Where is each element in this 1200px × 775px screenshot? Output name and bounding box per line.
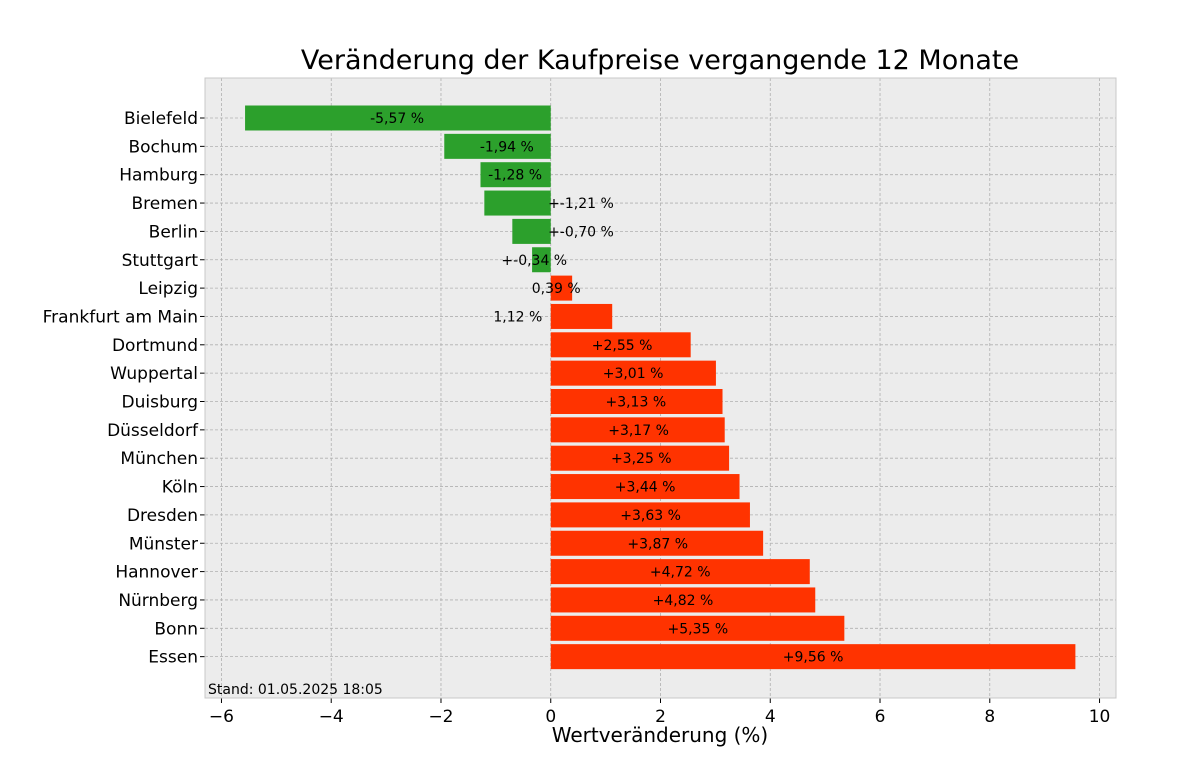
- category-label: Bonn: [154, 619, 198, 639]
- data-label: 0,39 %: [532, 281, 581, 297]
- category-label: Bochum: [128, 137, 198, 157]
- category-label: Düsseldorf: [107, 421, 199, 441]
- bar-münchen: [550, 445, 730, 471]
- x-tick-label: 8: [984, 707, 995, 727]
- category-label: München: [120, 449, 198, 469]
- category-label: Duisburg: [122, 393, 199, 413]
- x-axis-label: Wertveränderung (%): [552, 723, 769, 747]
- bar-hamburg: [480, 162, 551, 188]
- category-label: Leipzig: [138, 279, 198, 299]
- category-label: Frankfurt am Main: [43, 307, 198, 327]
- data-label: -1,28 %: [488, 168, 542, 184]
- data-label: +3,44 %: [615, 480, 676, 496]
- category-label: Hamburg: [119, 166, 198, 186]
- x-tick-label: 10: [1089, 707, 1111, 727]
- data-label: +3,25 %: [611, 451, 672, 467]
- category-label: Bielefeld: [124, 109, 198, 129]
- bar-duisburg: [550, 389, 723, 414]
- data-label: +3,63 %: [620, 508, 681, 524]
- category-label: Dortmund: [112, 336, 198, 356]
- data-label: +3,17 %: [608, 423, 669, 439]
- x-tick-label: −6: [209, 707, 234, 727]
- x-tick-label: −4: [319, 707, 344, 727]
- data-label: +-1,21 %: [548, 196, 614, 212]
- category-label: Stuttgart: [122, 251, 199, 271]
- category-label: Bremen: [131, 194, 198, 214]
- data-label: 1,12 %: [493, 309, 542, 325]
- x-tick-label: 4: [765, 707, 776, 727]
- category-label: Hannover: [115, 563, 198, 583]
- category-label: Essen: [148, 648, 198, 668]
- x-tick-label: 2: [655, 707, 666, 727]
- data-label: +4,72 %: [650, 565, 711, 581]
- bar-köln: [550, 474, 740, 500]
- bar-dresden: [550, 502, 750, 528]
- x-tick-labels: −6 −4 −2 0 2 4 6 8 10: [209, 707, 1110, 727]
- data-label: +2,55 %: [592, 338, 653, 354]
- data-label: +5,35 %: [667, 621, 728, 637]
- data-label: +9,56 %: [783, 650, 844, 666]
- data-label: +3,87 %: [627, 536, 688, 552]
- bar-leipzig: [550, 275, 573, 301]
- data-labels: -5,57 % -1,94 % -1,28 % +-1,21 % +-0,70 % +-0…: [370, 111, 843, 666]
- data-label: +-0,70 %: [548, 224, 614, 240]
- bar-bochum: [444, 133, 551, 159]
- category-labels: Bielefeld Bochum Hamburg Bremen Berlin Stuttg…: [43, 109, 199, 668]
- bar-bremen: [484, 190, 551, 216]
- category-label: Köln: [162, 478, 198, 498]
- bar-nürnberg: [550, 587, 816, 613]
- bar-frankfurt-am-main: [550, 303, 613, 329]
- bars: [245, 105, 1076, 670]
- category-label: Münster: [129, 534, 198, 554]
- data-label: +3,01 %: [603, 366, 664, 382]
- chart-title: Veränderung der Kaufpreise vergangende 1…: [301, 45, 1019, 76]
- bar-berlin: [512, 218, 551, 244]
- data-label: -5,57 %: [370, 111, 424, 127]
- plot-frame: [204, 77, 1117, 699]
- bar-münster: [550, 530, 764, 556]
- category-label: Wuppertal: [110, 364, 198, 384]
- category-label: Nürnberg: [118, 591, 198, 611]
- bar-bielefeld: [245, 105, 551, 131]
- x-tick-label: 6: [875, 707, 886, 727]
- data-label: +4,82 %: [653, 593, 714, 609]
- footnote: Stand: 01.05.2025 18:05: [208, 682, 383, 698]
- bar-hannover: [550, 559, 810, 585]
- category-label: Dresden: [127, 506, 198, 526]
- data-label: +-0,34 %: [501, 253, 567, 269]
- bar-düsseldorf: [550, 417, 725, 443]
- data-label: -1,94 %: [480, 139, 534, 155]
- x-tick-label: 0: [545, 707, 556, 727]
- bar-essen: [550, 644, 1076, 670]
- bar-bonn: [550, 615, 845, 641]
- x-tick-label: −2: [428, 707, 453, 727]
- bar-dortmund: [550, 332, 691, 358]
- category-label: Berlin: [149, 222, 198, 242]
- data-label: +3,13 %: [605, 395, 666, 411]
- bar-wuppertal: [550, 360, 716, 386]
- bar-stuttgart: [532, 247, 551, 273]
